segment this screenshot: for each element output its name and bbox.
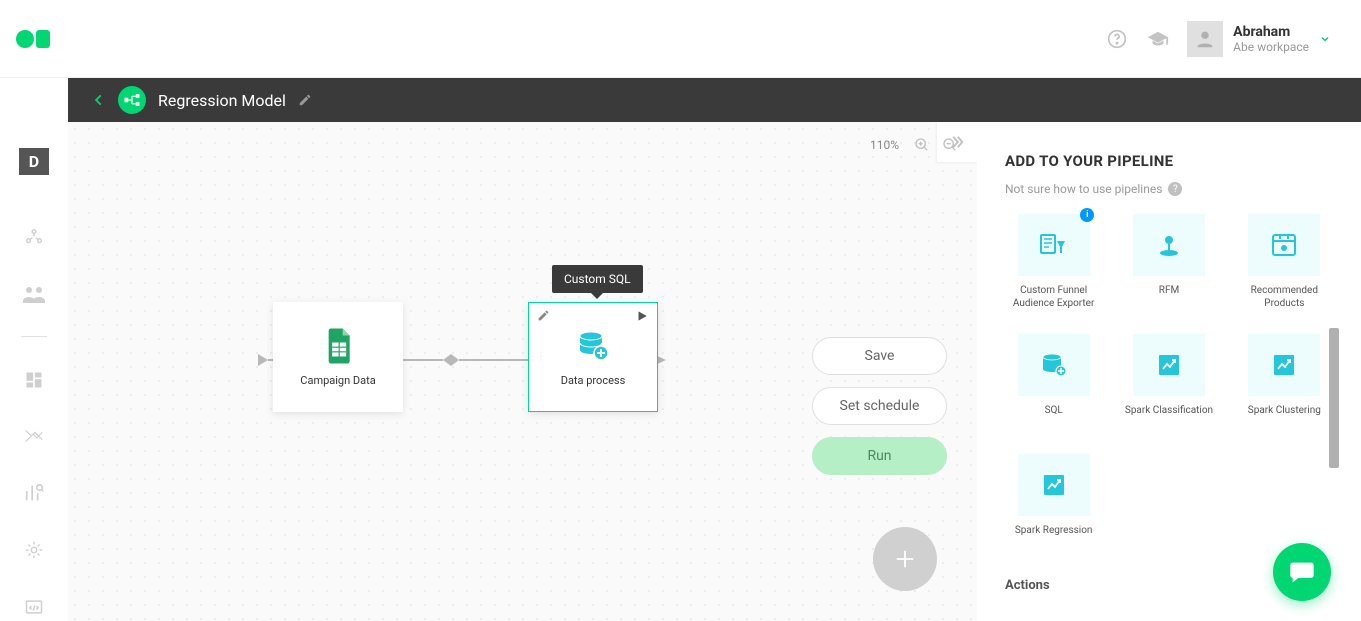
node-tooltip: Custom SQL	[552, 265, 643, 293]
edit-title-icon[interactable]	[298, 93, 312, 107]
spreadsheet-icon	[324, 328, 352, 364]
pipeline-grid: i Custom Funnel Audience Exporter RFM Re…	[1005, 214, 1333, 550]
nav-graph-icon[interactable]	[18, 422, 50, 451]
funnel-exporter-icon: i	[1018, 214, 1090, 276]
title-bar: Regression Model	[68, 78, 1361, 122]
tile-label: Spark Regression	[1015, 524, 1093, 550]
user-menu[interactable]: Abraham Abe workpace	[1187, 21, 1331, 57]
pipeline-icon	[118, 86, 146, 114]
logo-bar-icon	[36, 30, 50, 48]
tile-spark-classification[interactable]: Spark Classification	[1120, 334, 1217, 430]
save-button[interactable]: Save	[812, 337, 947, 375]
tile-sql[interactable]: SQL	[1005, 334, 1102, 430]
nav-dashboard-icon[interactable]	[18, 365, 50, 394]
tile-label: Spark Classification	[1125, 404, 1213, 430]
tile-rfm[interactable]: RFM	[1120, 214, 1217, 310]
user-text: Abraham Abe workpace	[1233, 24, 1309, 54]
clustering-icon	[1248, 334, 1320, 396]
user-name: Abraham	[1233, 24, 1309, 40]
top-header: Abraham Abe workpace	[0, 0, 1361, 78]
workspace-name: Abe workpace	[1233, 40, 1309, 54]
zoom-level: 110%	[870, 138, 899, 152]
nav-people-icon[interactable]	[18, 280, 50, 309]
tile-label: Recommended Products	[1236, 284, 1333, 310]
run-button[interactable]: Run	[812, 437, 947, 475]
hint-row[interactable]: Not sure how to use pipelines ?	[1005, 182, 1333, 196]
graduation-icon[interactable]	[1147, 29, 1167, 49]
nav-badge[interactable]: D	[19, 148, 49, 175]
nav-funnel-icon[interactable]	[18, 223, 50, 252]
tile-custom-funnel[interactable]: i Custom Funnel Audience Exporter	[1005, 214, 1102, 310]
avatar-icon	[1187, 21, 1223, 57]
node-campaign-data[interactable]: Campaign Data	[273, 302, 403, 412]
nav-code-icon[interactable]	[18, 592, 50, 621]
scrollbar[interactable]	[1329, 328, 1339, 468]
tile-recommended[interactable]: Recommended Products	[1236, 214, 1333, 310]
tile-spark-clustering[interactable]: Spark Clustering	[1236, 334, 1333, 430]
node-label: Campaign Data	[300, 374, 375, 387]
node-data-process[interactable]: ⋮⋮ Data process	[528, 302, 658, 412]
canvas-actions: Save Set schedule Run	[812, 337, 947, 475]
database-icon	[575, 328, 611, 364]
tile-label: SQL	[1045, 404, 1063, 430]
info-badge-icon: i	[1080, 208, 1094, 222]
nav-brain-icon[interactable]	[18, 536, 50, 565]
sql-icon	[1018, 334, 1090, 396]
zoom-controls: 110%	[870, 136, 959, 154]
run-node-icon[interactable]	[635, 309, 649, 323]
logo-circle-icon	[16, 30, 34, 48]
chevron-down-icon	[1319, 33, 1331, 45]
hint-help-icon: ?	[1168, 182, 1182, 196]
nav-divider	[21, 336, 47, 337]
regression-icon	[1018, 454, 1090, 516]
page-title: Regression Model	[158, 91, 286, 110]
help-icon[interactable]	[1107, 29, 1127, 49]
edit-node-icon[interactable]	[537, 309, 550, 322]
recommended-icon	[1248, 214, 1320, 276]
top-right: Abraham Abe workpace	[1107, 21, 1331, 57]
logo[interactable]	[16, 30, 50, 48]
tile-label: RFM	[1159, 284, 1179, 310]
schedule-button[interactable]: Set schedule	[812, 387, 947, 425]
zoom-in-button[interactable]	[913, 136, 931, 154]
zoom-out-button[interactable]	[941, 136, 959, 154]
right-heading: ADD TO YOUR PIPELINE	[1005, 152, 1333, 170]
node-label: Data process	[561, 374, 626, 387]
left-nav: D	[0, 78, 68, 621]
tile-label: Spark Clustering	[1248, 404, 1321, 430]
tile-spark-regression[interactable]: Spark Regression	[1005, 454, 1102, 550]
add-node-fab[interactable]	[873, 527, 937, 591]
drag-handle-icon[interactable]: ⋮⋮	[528, 352, 544, 363]
canvas[interactable]: 110% Custom SQL Campaign Data ⋮⋮	[68, 122, 977, 621]
tile-label: Custom Funnel Audience Exporter	[1005, 284, 1102, 310]
hint-text: Not sure how to use pipelines	[1005, 182, 1162, 196]
back-arrow[interactable]	[92, 91, 106, 109]
classification-icon	[1133, 334, 1205, 396]
rfm-icon	[1133, 214, 1205, 276]
chat-launcher[interactable]	[1273, 543, 1331, 601]
nav-analytics-icon[interactable]	[18, 479, 50, 508]
